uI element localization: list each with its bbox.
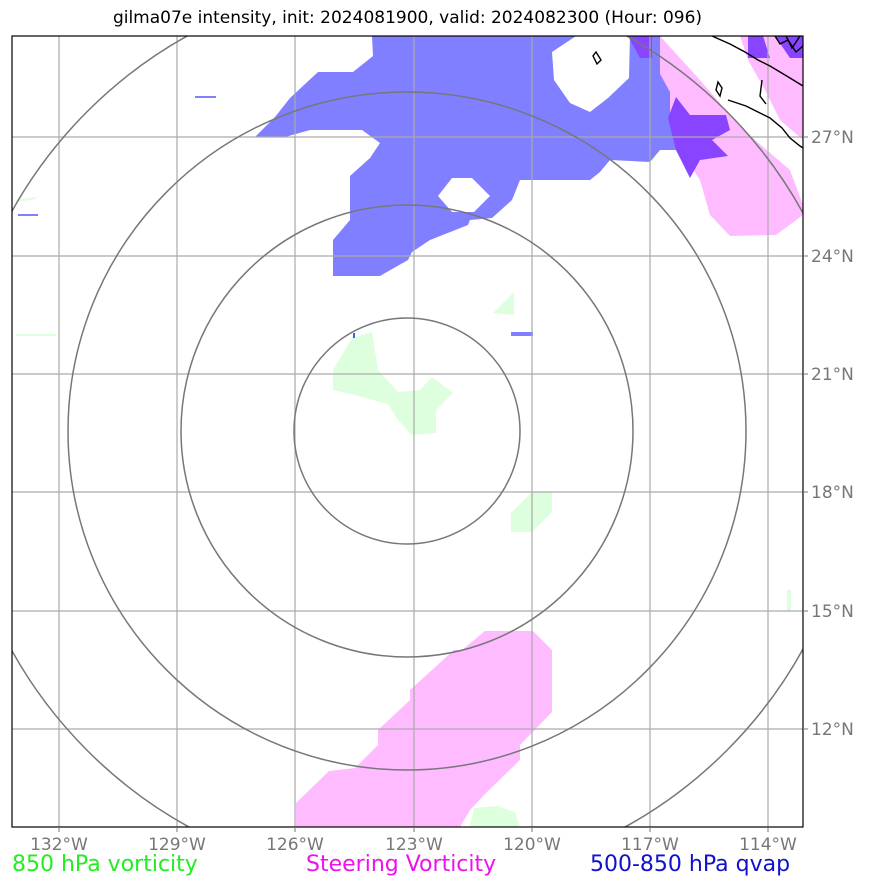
lon-label-120w: 120°W bbox=[503, 835, 561, 855]
lon-label-114w: 114°W bbox=[739, 835, 797, 855]
vorticity-850-north-field bbox=[493, 292, 514, 315]
lon-label-123w: 123°W bbox=[385, 835, 443, 855]
lat-label-15n: 15°N bbox=[811, 602, 854, 622]
vorticity-850-central-field bbox=[333, 332, 453, 435]
range-rings bbox=[12, 36, 803, 827]
lat-label-21n: 21°N bbox=[811, 365, 854, 385]
legend-850-hpa-vorticity: 850 hPa vorticity bbox=[12, 852, 198, 877]
legend-steering-vorticity: Steering Vorticity bbox=[306, 852, 497, 877]
lat-label-12n: 12°N bbox=[811, 720, 854, 740]
qvap-north-field bbox=[255, 36, 690, 276]
lon-label-132w: 132°W bbox=[30, 835, 88, 855]
map-title: gilma07e intensity, init: 2024081900, va… bbox=[112, 8, 703, 28]
range-ring-1 bbox=[293, 317, 521, 545]
longitude-labels: 132°W 129°W 126°W 123°W 120°W 117°W 114°… bbox=[30, 835, 797, 855]
lon-label-126w: 126°W bbox=[266, 835, 324, 855]
lat-label-24n: 24°N bbox=[811, 247, 854, 267]
lon-label-129w: 129°W bbox=[148, 835, 206, 855]
plot-frame bbox=[11, 35, 804, 828]
lat-label-18n: 18°N bbox=[811, 483, 854, 503]
vorticity-850-fields bbox=[16, 197, 791, 827]
graticule bbox=[12, 36, 803, 827]
range-ring-3 bbox=[67, 91, 747, 771]
lon-label-117w: 117°W bbox=[621, 835, 679, 855]
map-plot bbox=[12, 36, 803, 827]
range-ring-2 bbox=[180, 204, 634, 658]
coastline bbox=[592, 36, 803, 149]
lat-label-27n: 27°N bbox=[811, 128, 854, 148]
tick-marks bbox=[58, 136, 808, 832]
legend-qvap: 500-850 hPa qvap bbox=[590, 852, 791, 877]
latitude-labels: 27°N 24°N 21°N 18°N 15°N 12°N bbox=[811, 128, 854, 740]
